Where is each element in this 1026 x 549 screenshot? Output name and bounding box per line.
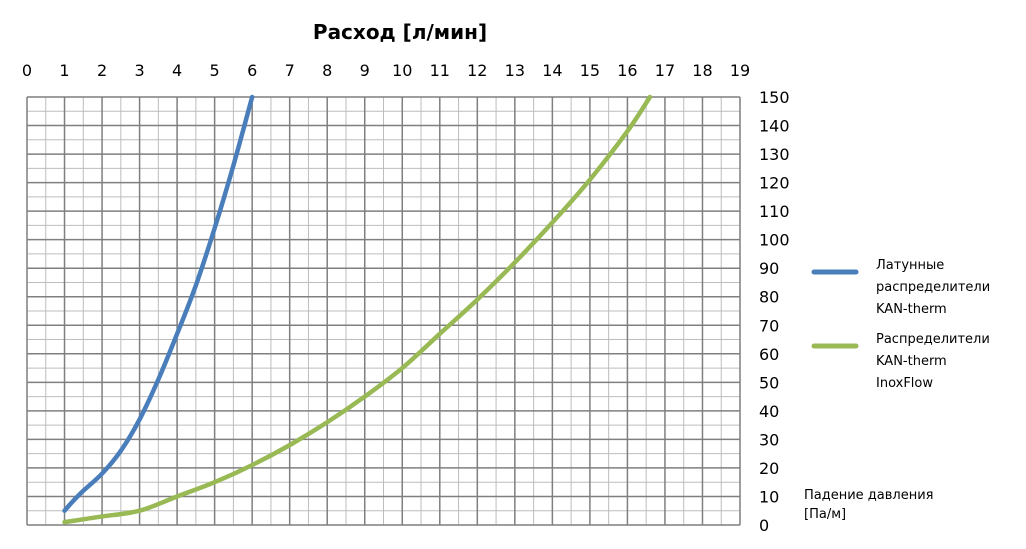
- y-tick-label: 10: [759, 487, 779, 506]
- axis-note-line2: [Па/м]: [804, 507, 846, 522]
- x-tick-label: 9: [360, 61, 370, 80]
- x-tick-label: 11: [430, 61, 450, 80]
- chart-title: Расход [л/мин]: [313, 20, 487, 44]
- legend-label-line: KAN-therm: [876, 354, 947, 369]
- grid: [26, 96, 741, 526]
- legend-label-line: KAN-therm: [876, 302, 947, 317]
- y-tick-label: 40: [759, 402, 779, 421]
- series-line-1: [62, 94, 255, 513]
- legend-label-line: Латунные: [876, 258, 944, 273]
- y-tick-label: 20: [759, 459, 779, 478]
- legend-label-line: InoxFlow: [876, 376, 933, 391]
- x-tick-label: 6: [247, 61, 257, 80]
- axis-note-line1: Падение давления: [804, 488, 934, 503]
- legend-item-1: Латунные распределители KAN-therm: [811, 258, 990, 317]
- axis-note: Падение давления [Па/м]: [804, 488, 938, 522]
- y-tick-label: 150: [759, 88, 790, 107]
- series-line-2: [62, 94, 653, 525]
- x-tick-label: 10: [392, 61, 412, 80]
- y-tick-label: 130: [759, 145, 790, 164]
- y-tick-label: 90: [759, 259, 779, 278]
- x-tick-label: 17: [655, 61, 675, 80]
- y-tick-label: 100: [759, 231, 790, 250]
- x-tick-label: 1: [59, 61, 69, 80]
- legend-label-line: распределители: [876, 280, 990, 295]
- x-tick-labels: 0 1 2 3 4 5 6 7 8 9 10 11 12 13 14 15 16 17 18 19: [22, 61, 750, 80]
- y-tick-label: 110: [759, 202, 790, 221]
- y-tick-label: 120: [759, 174, 790, 193]
- y-tick-label: 70: [759, 316, 779, 335]
- x-tick-label: 15: [580, 61, 600, 80]
- x-tick-label: 13: [505, 61, 525, 80]
- y-tick-label: 60: [759, 345, 779, 364]
- y-tick-label: 0: [759, 516, 769, 535]
- y-tick-label: 50: [759, 373, 779, 392]
- x-tick-label: 2: [97, 61, 107, 80]
- legend-label: Латунные распределители KAN-therm: [876, 258, 990, 317]
- legend-label-line: Распределители: [876, 332, 990, 347]
- x-tick-label: 0: [22, 61, 32, 80]
- x-tick-label: 5: [210, 61, 220, 80]
- legend-label: Распределители KAN-therm InoxFlow: [876, 332, 990, 391]
- x-tick-label: 19: [730, 61, 750, 80]
- x-tick-label: 8: [322, 61, 332, 80]
- legend: Латунные распределители KAN-thermРаспредел…: [811, 258, 990, 391]
- y-tick-labels: 0 10 20 30 40 50 60 70 80 90 100 110 120 130 140 150: [759, 88, 790, 535]
- x-tick-label: 12: [467, 61, 487, 80]
- x-tick-label: 7: [285, 61, 295, 80]
- y-tick-label: 140: [759, 117, 790, 136]
- x-tick-label: 14: [542, 61, 562, 80]
- series-lines: [62, 94, 653, 525]
- y-tick-label: 80: [759, 288, 779, 307]
- x-tick-label: 3: [134, 61, 144, 80]
- x-tick-label: 16: [617, 61, 637, 80]
- legend-item-2: Распределители KAN-therm InoxFlow: [811, 332, 990, 391]
- x-tick-label: 18: [692, 61, 712, 80]
- y-tick-label: 30: [759, 430, 779, 449]
- x-tick-label: 4: [172, 61, 182, 80]
